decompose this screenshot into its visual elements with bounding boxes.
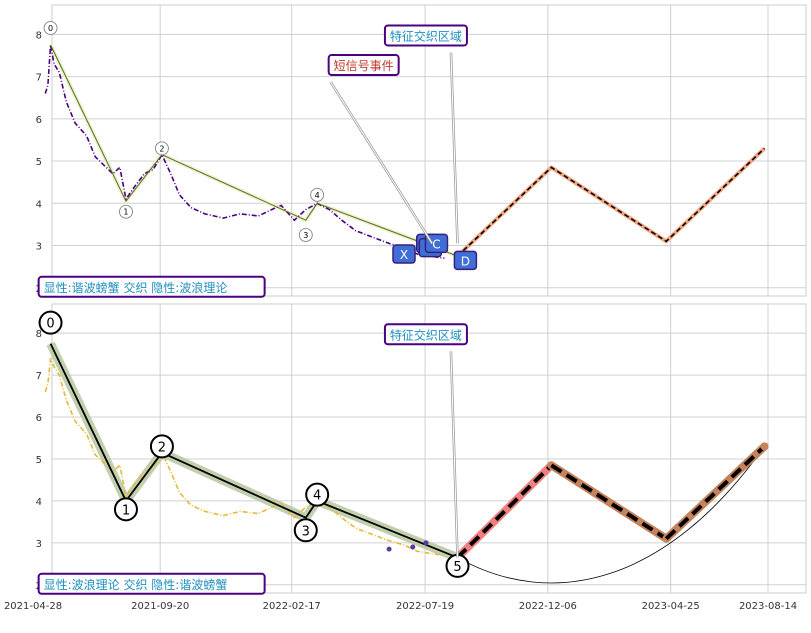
x-tick-label: 2023-04-25 — [642, 601, 700, 612]
y-tick-label: 6 — [36, 115, 42, 126]
wave-label-circle — [310, 187, 325, 202]
panel-top: 234567801234XABCD短信号事件特征交织区域显性:谐波螃蟹 交织 隐… — [36, 4, 807, 298]
harmonic-marker-label: X — [400, 248, 408, 262]
y-tick-label: 3 — [36, 539, 42, 550]
annotation-text: 特征交织区域 — [390, 28, 462, 43]
wave-label-text: 0 — [46, 317, 54, 332]
wave-label-circle — [43, 21, 58, 35]
y-tick-label: 5 — [36, 157, 42, 168]
harmonic-marker-label: C — [432, 237, 440, 251]
x-tick-label: 2022-07-19 — [396, 601, 454, 612]
wave-label-circle — [113, 497, 138, 522]
annotation-arrow-inner — [450, 351, 459, 558]
forecast-end-point — [760, 442, 769, 451]
price-series-line — [44, 358, 445, 557]
annotation-text: 显性:谐波螃蟹 交织 隐性:波浪理论 — [44, 280, 228, 295]
harmonic-marker-box — [392, 244, 416, 264]
x-tick-label: 2021-04-28 — [4, 601, 62, 612]
y-tick-label: 7 — [36, 371, 42, 382]
annotation-text: 特征交织区域 — [390, 327, 462, 342]
y-tick-label: 4 — [36, 199, 42, 210]
y-tick-label: 6 — [36, 413, 42, 424]
y-tick-label: 8 — [36, 329, 42, 340]
y-tick-label: 5 — [36, 455, 42, 466]
wave-label-text: 0 — [48, 24, 53, 33]
forecast-dash — [456, 147, 766, 257]
forecast-dash — [664, 444, 766, 541]
annotation-text: 短信号事件 — [334, 59, 394, 73]
y-tick-label: 7 — [36, 73, 42, 84]
annotation-text: 显性:波浪理论 交织 隐性:谐波螃蟹 — [44, 577, 228, 592]
annotation-box — [37, 275, 266, 298]
wave-label-text: 1 — [123, 208, 128, 217]
x-tick-label: 2021-09-20 — [131, 601, 189, 612]
wave-label-circle — [119, 204, 133, 219]
wave-label-circle — [155, 141, 169, 156]
pattern-point — [410, 544, 416, 550]
forecast-dash — [456, 463, 553, 559]
annotation-arrow-inner — [330, 81, 433, 244]
wave-label-circle — [38, 310, 63, 335]
pattern-point — [386, 546, 392, 552]
y-tick-label: 3 — [36, 242, 42, 253]
harmonic-marker-label: D — [461, 254, 470, 268]
projection-curve — [457, 446, 765, 584]
x-tick-label: 2022-12-06 — [519, 601, 577, 612]
wave-line — [49, 343, 458, 559]
y-tick-label: 8 — [36, 30, 42, 41]
wave-label-text: 3 — [302, 524, 310, 539]
wave-label-text: 5 — [453, 560, 461, 575]
annotation-box — [383, 24, 468, 47]
wave-label-text: 3 — [303, 231, 308, 240]
wave-label-circle — [305, 482, 330, 507]
wave-label-circle — [149, 434, 174, 459]
wave-label-circle — [298, 228, 313, 242]
x-tick-label: 2022-02-17 — [263, 601, 321, 612]
wave-line — [50, 44, 458, 257]
wave-label-text: 1 — [122, 503, 130, 518]
harmonic-marker-box — [453, 250, 478, 271]
forecast-dash — [550, 463, 668, 541]
wave-label-text: 4 — [313, 489, 321, 504]
price-series-line — [44, 44, 445, 260]
x-tick-label: 2023-08-14 — [739, 601, 797, 612]
panel-bottom: 2345678012345特征交织区域显性:波浪理论 交织 隐性:谐波螃蟹 — [36, 303, 807, 595]
wave-label-circle — [293, 518, 318, 543]
annotation-arrow-inner — [450, 52, 459, 244]
y-tick-label: 4 — [36, 497, 42, 508]
annotation-box — [37, 572, 266, 595]
wave-label-text: 2 — [159, 144, 164, 153]
harmonic-marker-box — [424, 233, 449, 254]
annotation-box — [383, 323, 468, 346]
annotation-box — [327, 54, 400, 77]
pattern-point — [423, 540, 429, 546]
wave-label-text: 2 — [158, 440, 166, 455]
wave-label-text: 4 — [315, 191, 320, 200]
